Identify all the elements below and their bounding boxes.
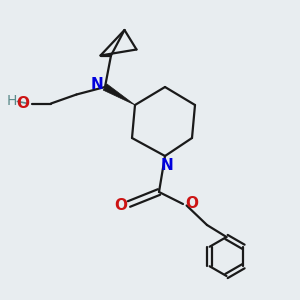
- Text: N: N: [90, 76, 103, 92]
- Text: O: O: [16, 96, 29, 111]
- Text: N: N: [160, 158, 173, 172]
- Text: O: O: [185, 196, 198, 211]
- Text: H: H: [7, 94, 17, 107]
- Polygon shape: [103, 84, 135, 105]
- Text: O: O: [114, 198, 127, 213]
